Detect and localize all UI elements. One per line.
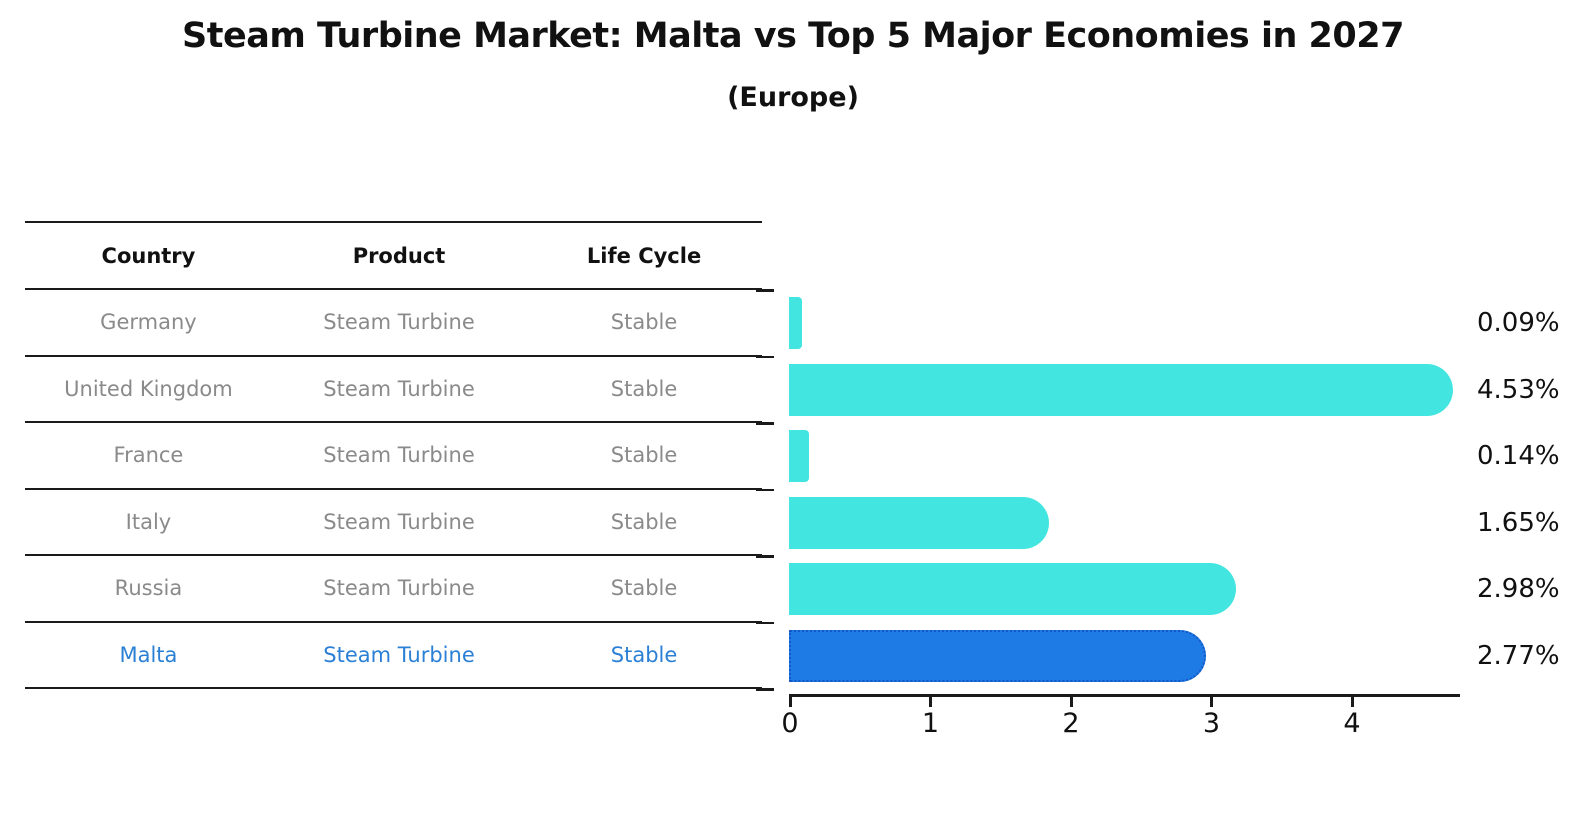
table-row: France Steam Turbine Stable xyxy=(25,423,762,490)
x-axis-line xyxy=(789,694,1460,697)
x-axis-tick xyxy=(1350,697,1354,707)
country-cell: Russia xyxy=(114,576,183,601)
country-cell: Malta xyxy=(119,642,178,667)
bar-value-label: 4.53% xyxy=(1477,374,1560,405)
x-axis-tick xyxy=(929,697,932,707)
bar-united-kingdom xyxy=(789,363,1454,416)
product-cell: Steam Turbine xyxy=(323,376,475,401)
y-axis-tick xyxy=(756,422,774,425)
bar-italy xyxy=(789,496,1049,549)
column-header-life-cycle: Life Cycle xyxy=(586,243,702,268)
table-row: Italy Steam Turbine Stable xyxy=(25,490,762,556)
bar-value-label: 2.77% xyxy=(1477,640,1560,671)
table-row: United Kingdom Steam Turbine Stable xyxy=(25,357,762,423)
bar-value-label: 2.98% xyxy=(1477,574,1560,605)
bar-france xyxy=(789,430,809,483)
bar-russia xyxy=(789,563,1236,616)
x-axis-tick xyxy=(1210,697,1213,707)
y-axis-tick xyxy=(756,488,774,491)
bar-malta xyxy=(789,629,1207,682)
bar-value-label: 1.65% xyxy=(1477,507,1560,538)
product-cell: Steam Turbine xyxy=(323,310,475,335)
country-cell: United Kingdom xyxy=(64,376,233,401)
table-row: Germany Steam Turbine Stable xyxy=(25,290,762,357)
country-table: Country Product Life Cycle Germany Steam … xyxy=(25,221,762,689)
y-axis-tick xyxy=(756,621,774,624)
product-cell: Steam Turbine xyxy=(323,443,475,468)
bar-value-label: 0.09% xyxy=(1477,308,1560,339)
chart-title: Steam Turbine Market: Malta vs Top 5 Maj… xyxy=(182,16,1404,56)
country-cell: Germany xyxy=(100,310,197,335)
y-axis-tick xyxy=(756,355,774,358)
life-cycle-cell: Stable xyxy=(610,310,678,335)
x-axis-tick-label: 1 xyxy=(921,708,940,739)
y-axis-tick xyxy=(756,688,774,691)
product-cell: Steam Turbine xyxy=(323,576,475,601)
x-axis-tick-label: 3 xyxy=(1202,708,1221,739)
bar-value-label: 0.14% xyxy=(1477,441,1560,472)
table-row: Malta Steam Turbine Stable xyxy=(25,623,762,689)
life-cycle-cell: Stable xyxy=(610,642,678,667)
x-axis-tick-label: 4 xyxy=(1343,708,1361,739)
table-header-row: Country Product Life Cycle xyxy=(25,223,762,290)
product-cell: Steam Turbine xyxy=(323,509,475,534)
x-axis-tick xyxy=(1069,697,1073,707)
column-header-country: Country xyxy=(101,243,196,268)
y-axis-tick xyxy=(756,555,774,558)
life-cycle-cell: Stable xyxy=(610,376,678,401)
product-cell: Steam Turbine xyxy=(323,642,475,667)
y-axis-tick xyxy=(756,289,774,292)
chart-subtitle: (Europe) xyxy=(727,82,859,113)
x-axis-tick xyxy=(788,697,792,707)
bar-germany xyxy=(789,297,802,350)
x-axis-tick-label: 0 xyxy=(781,708,799,739)
country-cell: France xyxy=(113,443,184,468)
life-cycle-cell: Stable xyxy=(610,576,678,601)
life-cycle-cell: Stable xyxy=(610,509,678,534)
country-cell: Italy xyxy=(125,509,172,534)
life-cycle-cell: Stable xyxy=(610,443,678,468)
table-row: Russia Steam Turbine Stable xyxy=(25,556,762,623)
table-body: Germany Steam Turbine Stable United Kingdom… xyxy=(25,290,762,689)
column-header-product: Product xyxy=(352,243,446,268)
x-axis-tick-label: 2 xyxy=(1062,708,1080,739)
